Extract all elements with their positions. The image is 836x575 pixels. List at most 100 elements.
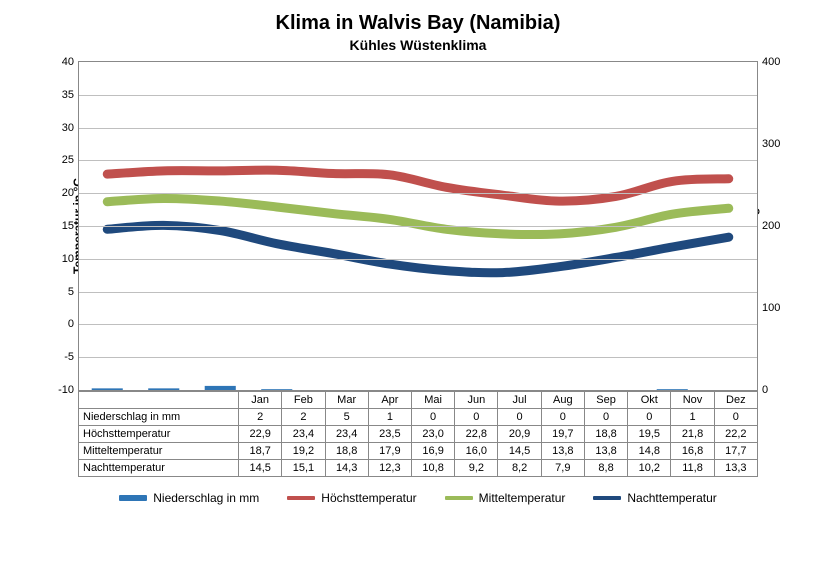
month-header: Jan: [239, 392, 282, 409]
table-cell: 13,3: [714, 460, 757, 477]
gridline: [79, 259, 757, 260]
y-tick-left: 10: [62, 253, 79, 265]
table-row: Höchsttemperatur22,923,423,423,523,022,8…: [79, 426, 758, 443]
table-cell: 7,9: [541, 460, 584, 477]
nacht-line: [107, 225, 729, 272]
table-cell: 14,3: [325, 460, 368, 477]
table-cell: 23,4: [325, 426, 368, 443]
gridline: [79, 226, 757, 227]
precip-bar: [205, 386, 236, 390]
table-cell: 23,0: [412, 426, 455, 443]
table-cell: 2: [239, 409, 282, 426]
gridline: [79, 128, 757, 129]
y-tick-left: 30: [62, 122, 79, 134]
table-cell: 9,2: [455, 460, 498, 477]
table-cell: 16,9: [412, 443, 455, 460]
table-row: Mitteltemperatur18,719,218,817,916,916,0…: [79, 443, 758, 460]
legend-item: Mitteltemperatur: [445, 491, 566, 505]
row-header: Niederschlag in mm: [79, 409, 239, 426]
legend-item: Höchsttemperatur: [287, 491, 416, 505]
legend-swatch: [287, 496, 315, 500]
gridline: [79, 160, 757, 161]
climate-chart: Klima in Walvis Bay (Namibia) Kühles Wüs…: [0, 0, 836, 575]
legend-swatch: [119, 495, 147, 501]
table-cell: 0: [412, 409, 455, 426]
precip-bar: [657, 389, 688, 390]
table-cell: 2: [282, 409, 325, 426]
month-header: Jul: [498, 392, 541, 409]
table-cell: 10,8: [412, 460, 455, 477]
y-tick-left: 0: [68, 318, 79, 330]
table-cell: 19,2: [282, 443, 325, 460]
table-cell: 8,2: [498, 460, 541, 477]
month-header: Feb: [282, 392, 325, 409]
table-cell: 18,8: [584, 426, 627, 443]
table-cell: 0: [541, 409, 584, 426]
month-header: Mar: [325, 392, 368, 409]
gridline: [79, 357, 757, 358]
chart-subtitle: Kühles Wüstenklima: [18, 37, 818, 53]
table-cell: 16,8: [671, 443, 714, 460]
month-header: Jun: [455, 392, 498, 409]
table-cell: 0: [628, 409, 671, 426]
plot-area: -10-505101520253035400100200300400: [78, 61, 758, 391]
table-cell: [79, 392, 239, 409]
table-cell: 17,7: [714, 443, 757, 460]
y-tick-left: 20: [62, 187, 79, 199]
table-cell: 19,7: [541, 426, 584, 443]
legend-item: Nachttemperatur: [593, 491, 716, 505]
table-cell: 21,8: [671, 426, 714, 443]
y-tick-right: 400: [757, 56, 780, 68]
precip-bar: [148, 388, 179, 390]
table-cell: 22,9: [239, 426, 282, 443]
gridline: [79, 193, 757, 194]
table-cell: 8,8: [584, 460, 627, 477]
table-cell: 11,8: [671, 460, 714, 477]
legend-label: Höchsttemperatur: [321, 491, 416, 505]
table-cell: 23,4: [282, 426, 325, 443]
table-cell: 22,8: [455, 426, 498, 443]
table-cell: 14,5: [239, 460, 282, 477]
month-header: Mai: [412, 392, 455, 409]
month-header: Dez: [714, 392, 757, 409]
month-header: Okt: [628, 392, 671, 409]
month-header: Aug: [541, 392, 584, 409]
table-cell: 18,8: [325, 443, 368, 460]
table-cell: 5: [325, 409, 368, 426]
y-tick-right: 100: [757, 302, 780, 314]
legend-item: Niederschlag in mm: [119, 491, 259, 505]
month-header: Apr: [368, 392, 411, 409]
table-cell: 19,5: [628, 426, 671, 443]
legend: Niederschlag in mm Höchsttemperatur Mittel…: [18, 491, 818, 505]
table-cell: 20,9: [498, 426, 541, 443]
table-cell: 1: [671, 409, 714, 426]
y-tick-left: 5: [68, 286, 79, 298]
chart-title: Klima in Walvis Bay (Namibia): [18, 12, 818, 35]
month-header: Nov: [671, 392, 714, 409]
legend-label: Niederschlag in mm: [153, 491, 259, 505]
table-cell: 13,8: [584, 443, 627, 460]
y-tick-right: 200: [757, 220, 780, 232]
precip-bar: [92, 388, 123, 390]
row-header: Höchsttemperatur: [79, 426, 239, 443]
table-cell: 15,1: [282, 460, 325, 477]
legend-swatch: [445, 496, 473, 500]
precip-bar: [261, 389, 292, 390]
y-tick-left: 15: [62, 220, 79, 232]
table-cell: 12,3: [368, 460, 411, 477]
legend-label: Mitteltemperatur: [479, 491, 566, 505]
y-tick-left: 40: [62, 56, 79, 68]
y-tick-left: 35: [62, 89, 79, 101]
table-cell: 18,7: [239, 443, 282, 460]
table-cell: 17,9: [368, 443, 411, 460]
row-header: Nachttemperatur: [79, 460, 239, 477]
y-tick-right: 0: [757, 384, 768, 396]
table-cell: 0: [584, 409, 627, 426]
table-cell: 14,8: [628, 443, 671, 460]
table-cell: 0: [455, 409, 498, 426]
table-row: Niederschlag in mm225100000010: [79, 409, 758, 426]
row-header: Mitteltemperatur: [79, 443, 239, 460]
table-cell: 14,5: [498, 443, 541, 460]
table-cell: 10,2: [628, 460, 671, 477]
month-header: Sep: [584, 392, 627, 409]
